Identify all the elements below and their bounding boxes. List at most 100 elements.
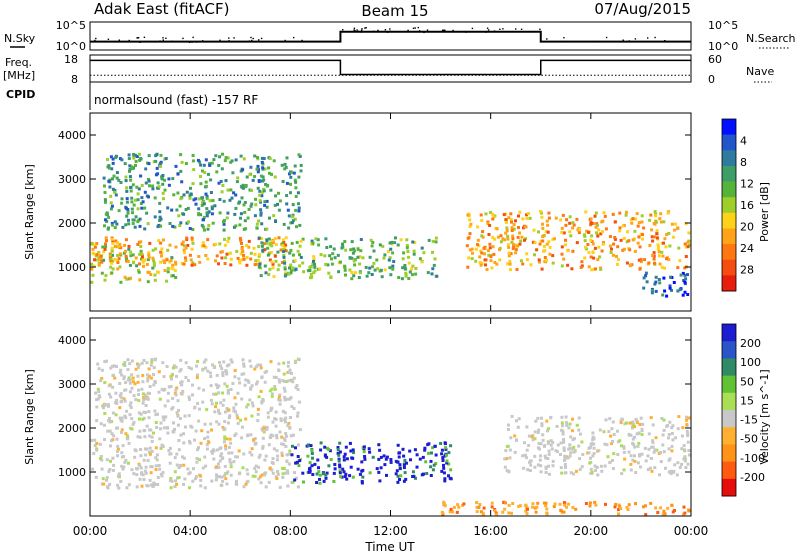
velocity-echo-cell: [134, 367, 138, 371]
velocity-echo-cell: [176, 423, 180, 427]
velocity-echo-cell: [306, 443, 310, 447]
velocity-echo-cell: [405, 461, 408, 465]
velocity-echo-cell: [263, 380, 267, 384]
power-echo-cell: [383, 268, 387, 272]
power-echo-cell: [174, 245, 178, 249]
velocity-echo-cell: [348, 474, 352, 478]
nsky-point: [386, 31, 389, 33]
power-echo-cell: [401, 266, 405, 270]
power-echo-cell: [104, 200, 107, 204]
power-echo-cell: [502, 213, 506, 217]
power-echo-cell: [492, 252, 496, 256]
power-echo-cell: [298, 264, 302, 268]
velocity-echo-cell: [549, 439, 553, 443]
power-echo-cell: [380, 275, 384, 279]
velocity-echo-cell: [120, 430, 123, 434]
power-echo-cell: [544, 259, 548, 262]
power-echo-cell: [575, 241, 579, 245]
nsky-point: [354, 29, 356, 32]
power-echo-cell: [506, 262, 510, 266]
velocity-echo-cell: [109, 366, 113, 370]
power-echo-cell: [589, 238, 593, 242]
power-echo-cell: [240, 185, 244, 189]
velocity-echo-cell: [563, 502, 567, 505]
velocity-echo-cell: [441, 456, 445, 460]
power-echo-cell: [141, 200, 145, 204]
power-echo-cell: [111, 241, 115, 245]
velocity-echo-cell: [385, 473, 388, 477]
power-echo-cell: [190, 238, 194, 242]
velocity-echo-cell: [375, 467, 379, 471]
power-echo-cell: [151, 266, 155, 270]
velocity-echo-cell: [654, 436, 658, 440]
cpid-text: normalsound (fast) -157 RF: [94, 93, 258, 107]
velocity-echo-cell: [172, 421, 175, 425]
velocity-colorbar-band: [722, 461, 736, 480]
power-echo-cell: [577, 231, 581, 235]
velocity-echo-cell: [143, 393, 147, 397]
velocity-echo-cell: [337, 451, 341, 455]
power-echo-cell: [491, 217, 495, 221]
velocity-echo-cell: [140, 387, 144, 391]
velocity-echo-cell: [531, 438, 535, 442]
velocity-echo-cell: [191, 393, 194, 397]
velocity-echo-cell: [570, 447, 574, 451]
velocity-echo-cell: [120, 464, 124, 468]
power-echo-cell: [215, 170, 219, 174]
velocity-echo-cell: [310, 452, 314, 455]
power-echo-cell: [139, 249, 143, 253]
velocity-echo-cell: [527, 434, 531, 438]
velocity-echo-cell: [336, 448, 340, 451]
power-echo-cell: [143, 258, 147, 262]
velocity-echo-cell: [509, 436, 513, 440]
power-echo-cell: [267, 237, 271, 241]
velocity-echo-cell: [113, 376, 117, 380]
nsky-point: [423, 31, 425, 34]
nsky-point: [485, 31, 487, 33]
power-echo-cell: [314, 237, 318, 241]
power-echo-cell: [677, 246, 681, 250]
velocity-echo-cell: [146, 397, 150, 401]
velocity-echo-cell: [144, 471, 148, 475]
power-echo-cell: [151, 187, 155, 191]
velocity-echo-cell: [225, 407, 229, 410]
power-echo-cell: [430, 272, 434, 276]
velocity-echo-cell: [680, 447, 684, 451]
power-echo-cell: [182, 212, 186, 216]
velocity-echo-cell: [266, 415, 270, 419]
power-echo-cell: [136, 243, 140, 246]
velocity-echo-cell: [637, 441, 641, 445]
power-echo-cell: [575, 217, 579, 221]
velocity-echo-cell: [266, 411, 270, 415]
power-echo-cell: [545, 242, 549, 246]
nsky-point: [191, 41, 193, 43]
velocity-echo-cell: [622, 446, 626, 450]
velocity-echo-cell: [225, 482, 229, 486]
power-echo-cell: [229, 188, 233, 192]
velocity-echo-cell: [150, 358, 154, 361]
power-echo-cell: [316, 238, 320, 242]
velocity-echo-cell: [202, 388, 206, 392]
velocity-echo-cell: [544, 456, 548, 460]
velocity-colorbar-band: [722, 358, 736, 377]
velocity-echo-cell: [517, 417, 521, 421]
velocity-echo-cell: [272, 375, 276, 379]
power-echo-cell: [481, 230, 485, 234]
nsky-point: [628, 40, 630, 42]
velocity-echo-cell: [523, 453, 527, 457]
power-echo-cell: [107, 226, 110, 230]
nsky-point: [118, 39, 120, 41]
power-echo-cell: [506, 237, 510, 241]
power-echo-cell: [301, 261, 305, 265]
velocity-echo-cell: [101, 406, 105, 410]
velocity-echo-cell: [114, 401, 118, 404]
velocity-echo-cell: [327, 464, 331, 468]
power-echo-cell: [162, 197, 165, 201]
nsky-tick-top: 10^5: [56, 19, 86, 32]
velocity-echo-cell: [685, 415, 688, 419]
velocity-echo-cell: [110, 432, 114, 436]
power-echo-cell: [344, 248, 348, 252]
power-echo-cell: [406, 250, 410, 253]
velocity-echo-cell: [148, 385, 152, 388]
power-echo-cell: [498, 258, 502, 262]
